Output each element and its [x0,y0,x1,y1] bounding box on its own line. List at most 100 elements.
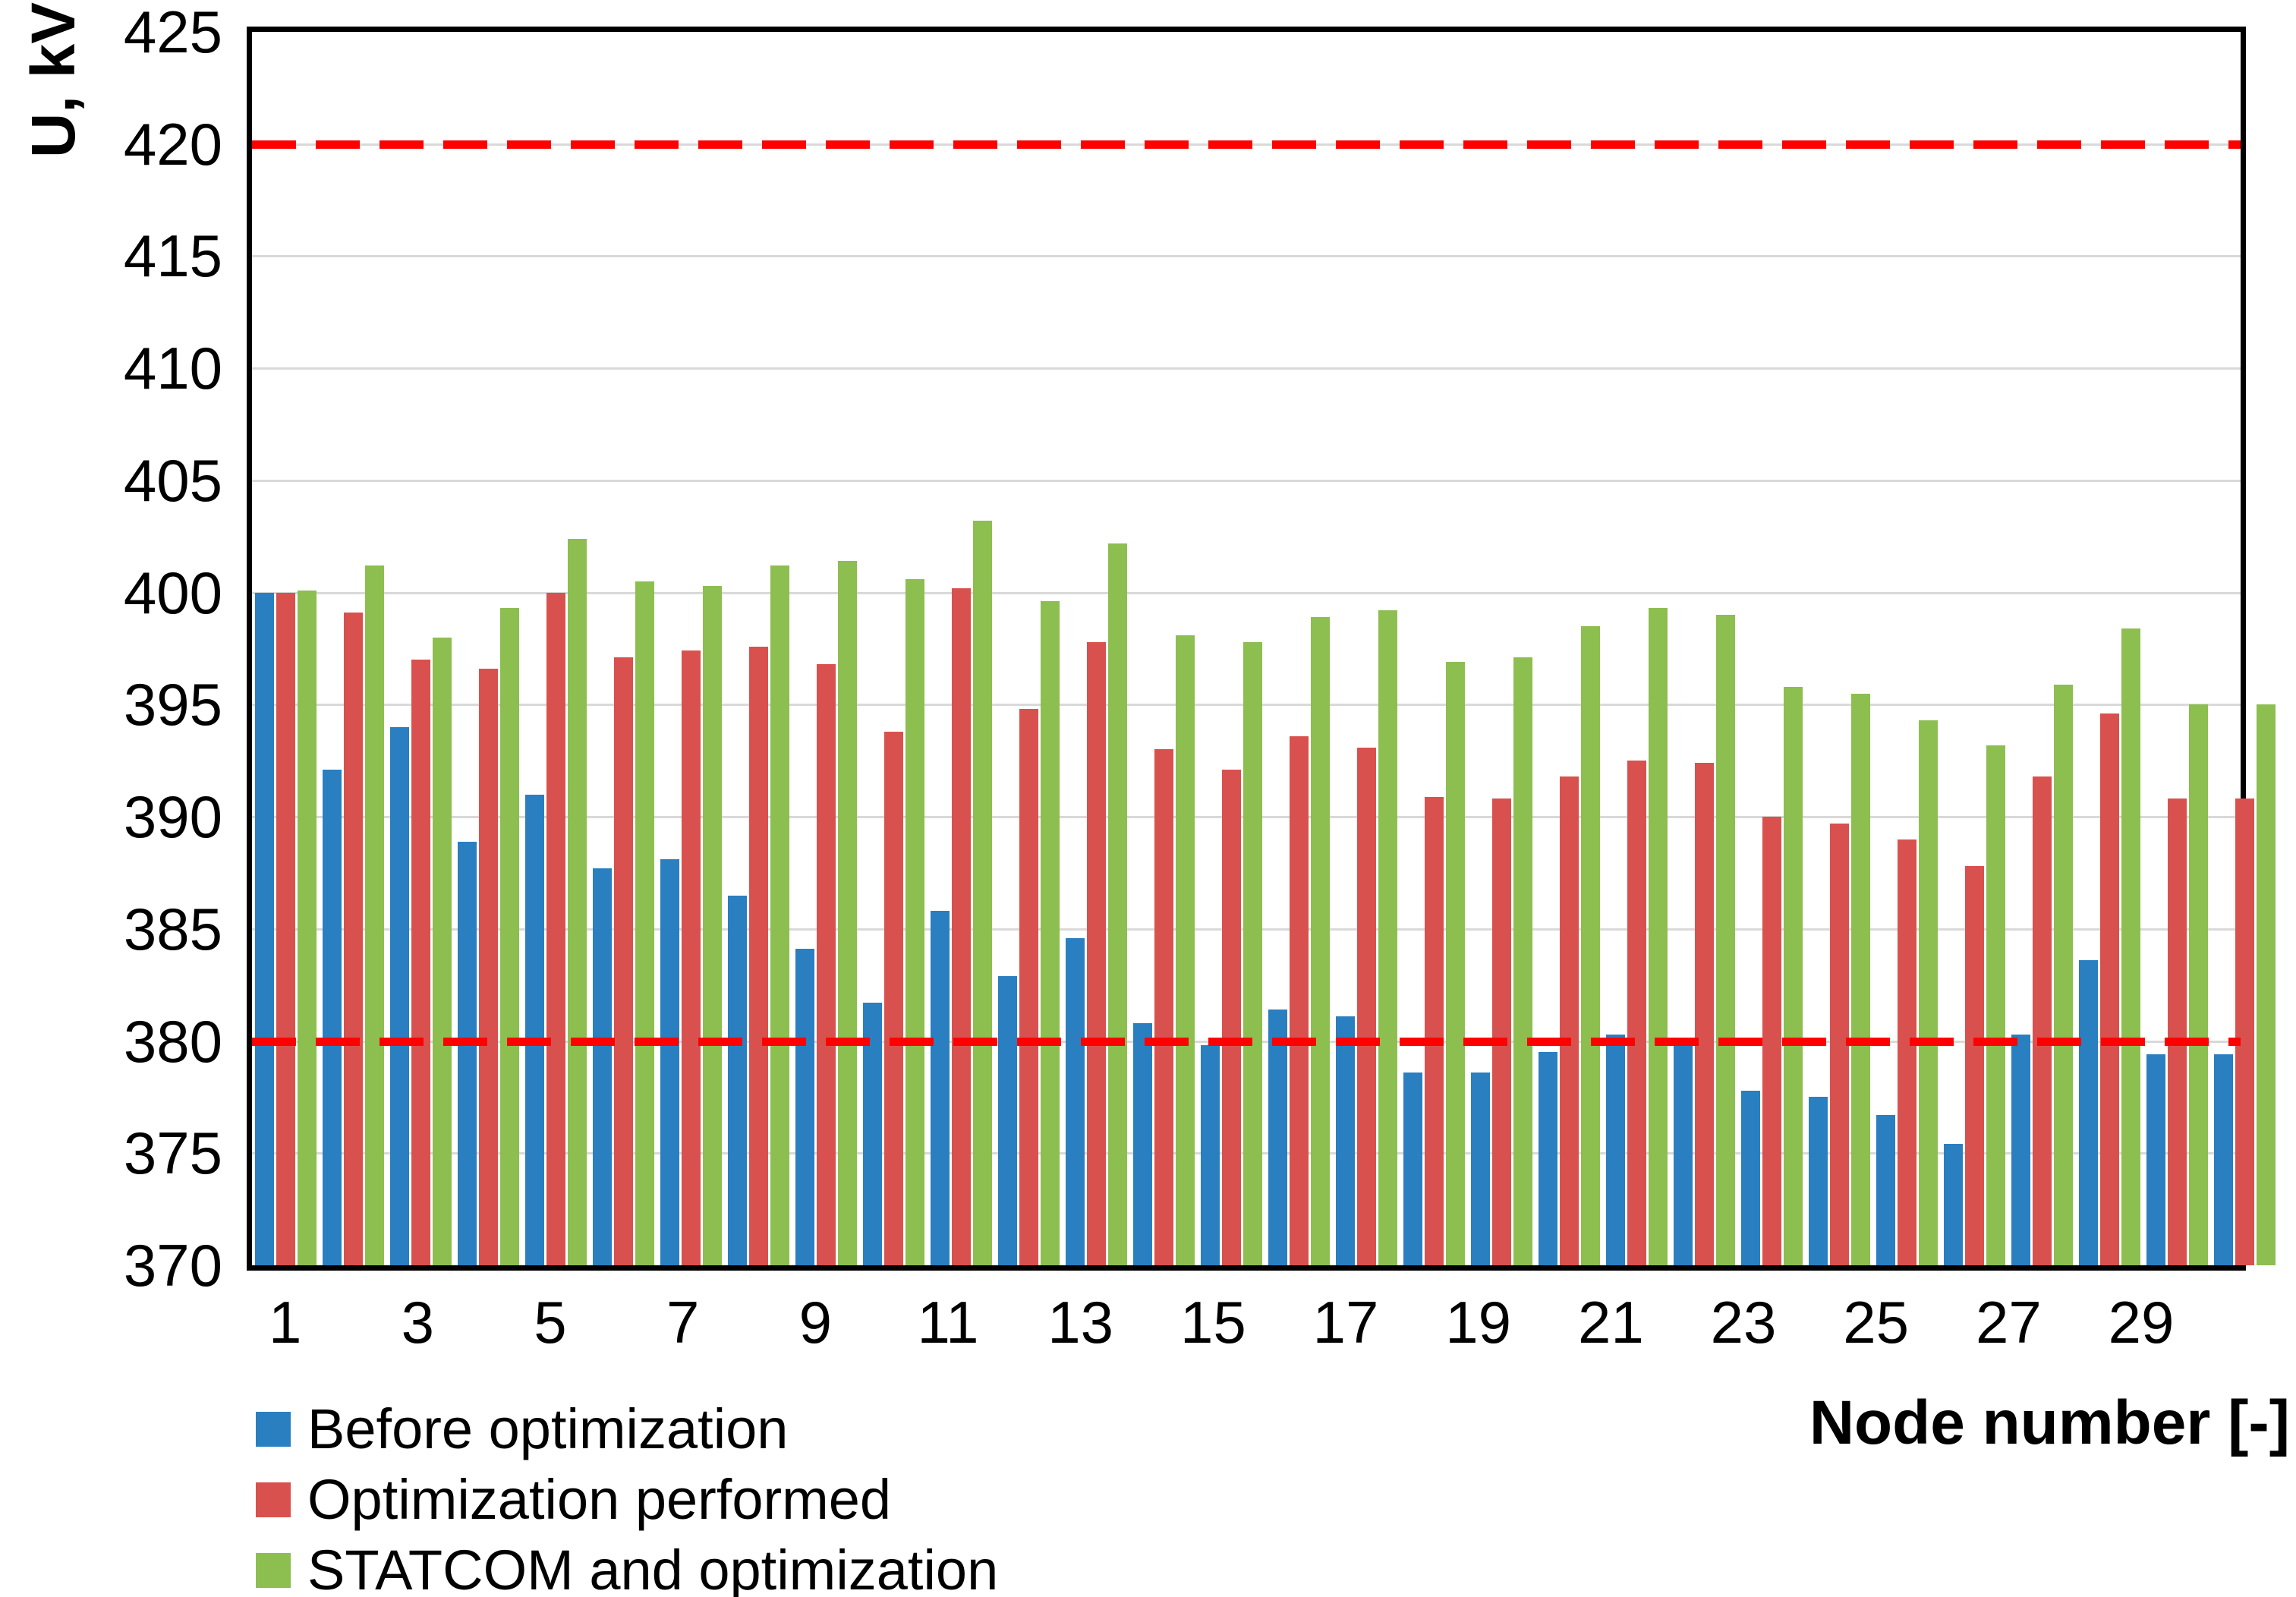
bar [1087,641,1106,1265]
bar [1492,798,1511,1265]
y-tick-label: 385 [123,895,222,962]
x-axis-title: Node number [-] [1809,1388,2290,1457]
limit-line-420 [252,140,2241,149]
x-tick-label: 23 [1710,1289,1777,1356]
bar [998,975,1017,1265]
bar-group-node-22 [1671,32,1738,1265]
x-tick-label: 7 [666,1289,700,1356]
bar [411,660,430,1265]
bar [1222,770,1241,1265]
bar [703,585,722,1265]
y-tick-label: 425 [123,0,222,65]
bar [1627,761,1646,1265]
limit-line-380 [252,1037,2241,1046]
bar [1403,1072,1422,1265]
bar-group-node-17 [1333,32,1400,1265]
bar [931,911,950,1265]
x-tick-label: 17 [1312,1289,1379,1356]
bar [2235,798,2254,1265]
bar-group-node-19 [1468,32,1535,1265]
bar [795,949,814,1265]
bar [1965,866,1984,1265]
bar [255,592,274,1265]
legend-item-statcom-optimization: STATCOM and optimization [256,1542,998,1597]
bar-group-node-7 [657,32,725,1265]
x-tick-label: 19 [1445,1289,1512,1356]
bar [1539,1052,1557,1265]
bar [276,592,295,1265]
bar [1176,635,1195,1265]
legend: Before optimization Optimization perform… [256,1400,998,1597]
bar [1268,1010,1287,1265]
plot-area [247,27,2276,1271]
bar-group-node-30 [2211,32,2279,1265]
bar [458,841,477,1265]
bar [952,587,971,1265]
x-tick-label: 27 [1975,1289,2042,1356]
bar [1919,720,1938,1265]
bar [1944,1144,1963,1265]
bar [749,646,768,1265]
bar-group-node-25 [1873,32,1941,1265]
bar [2121,628,2140,1265]
bar [838,561,857,1265]
y-tick-label: 375 [123,1120,222,1187]
bar [2054,684,2073,1265]
bar [1513,657,1532,1265]
bar [2100,713,2119,1265]
bar [635,581,654,1265]
bar [1133,1022,1152,1265]
x-tick-label: 3 [401,1289,435,1356]
bar [298,590,317,1265]
x-tick-label: 13 [1047,1289,1114,1356]
bar-group-node-21 [1603,32,1671,1265]
legend-swatch-green-icon [256,1553,291,1588]
bar-group-node-10 [860,32,928,1265]
gridline [252,255,2241,258]
bar [546,592,565,1265]
bar [568,538,587,1265]
gridline [252,367,2241,370]
bar [1041,601,1060,1265]
bar [1851,693,1870,1265]
bar [973,521,992,1265]
bar-group-node-18 [1400,32,1468,1265]
bars-layer [252,32,2276,1265]
bar [1243,641,1262,1265]
bar [817,664,836,1265]
gridline [252,591,2241,594]
x-axis-tick-labels: 1 3 5 7 9 11 13 15 17 19 21 23 25 27 29 [252,1290,2241,1362]
bar [1560,776,1579,1265]
bar [1201,1045,1220,1265]
bar-group-node-27 [2008,32,2076,1265]
bar [1019,709,1038,1265]
y-tick-label: 390 [123,783,222,851]
limit-lines-layer [252,32,2241,1265]
x-tick-label: 25 [1843,1289,1910,1356]
y-tick-label: 420 [123,110,222,178]
bar [770,565,789,1265]
bar-group-node-13 [1063,32,1130,1265]
bar-group-node-12 [995,32,1063,1265]
bar [525,794,544,1265]
y-tick-label: 415 [123,222,222,290]
legend-label: Before optimization [307,1397,789,1460]
bar [1606,1034,1625,1265]
y-tick-label: 395 [123,671,222,739]
legend-item-before-optimization: Before optimization [256,1400,998,1458]
bar [1898,839,1916,1265]
bar-group-node-4 [455,32,522,1265]
bar [1809,1097,1828,1265]
bar [2189,704,2208,1265]
bar [2214,1054,2233,1265]
bar [365,565,384,1265]
bar [1336,1016,1355,1265]
bar-group-node-5 [522,32,590,1265]
bar [1066,937,1085,1265]
bar [1649,608,1668,1265]
x-tick-label: 21 [1577,1289,1644,1356]
bar-group-node-14 [1130,32,1198,1265]
legend-item-optimization-performed: Optimization performed [256,1471,998,1529]
bar-group-node-15 [1198,32,1265,1265]
